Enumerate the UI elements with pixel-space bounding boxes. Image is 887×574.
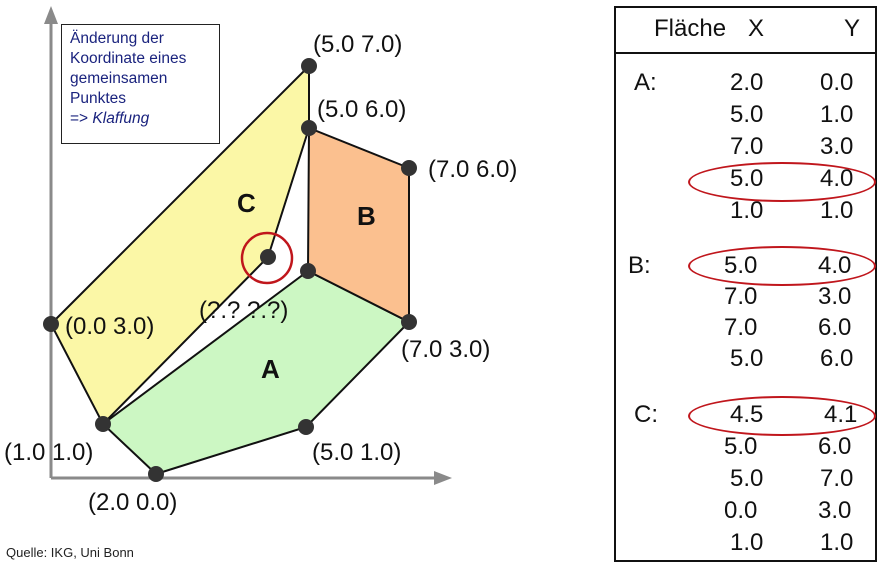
face-label-a: A [261,354,280,384]
highlight-ring-a [688,162,876,202]
vertex-7-6 [401,160,417,176]
gap-highlight-circle [240,231,294,285]
table-cell-y: 1.0 [820,529,854,556]
coord-label-5-7: (5.0 7.0) [313,31,402,58]
table-cell-x: 5.0 [724,433,758,460]
table-cell-y: 3.0 [820,133,854,160]
header-y: Y [844,15,861,42]
coord-label-5-6: (5.0 6.0) [317,96,406,123]
header-x: X [748,15,765,42]
vertex-0-3 [43,316,59,332]
table-cell-x: 7.0 [730,133,764,160]
face-label-b: B [357,201,376,231]
table-cell-y: 1.0 [820,101,854,128]
info-line: Punktes [70,90,127,107]
coordinate-table: Fläche X Y A: 2.0 0.0 5.0 1.0 7.0 3.0 5.… [614,6,877,562]
coord-label-0-3: (0.0 3.0) [65,313,154,340]
group-label-b: B: [628,252,651,279]
vertex-5-6 [301,120,317,136]
table-cell-y: 6.0 [818,433,852,460]
info-emphasis: Klaffung [92,110,150,127]
source-credit: Quelle: IKG, Uni Bonn [6,545,134,560]
highlight-ring-b [688,246,876,286]
table-cell-x: 1.0 [730,197,764,224]
table-cell-x: 5.0 [730,465,764,492]
coord-label-7-3: (7.0 3.0) [401,336,490,363]
table-cell-y: 0.0 [820,69,854,96]
table-cell-x: 1.0 [730,529,764,556]
coord-label-5-1: (5.0 1.0) [312,439,401,466]
table-cell-y: 3.0 [818,283,852,310]
info-line: Koordinate eines [70,50,187,67]
vertex-5-7 [301,58,317,74]
info-line: => Klaffung [70,109,211,129]
table-cell-x: 0.0 [724,497,758,524]
vertex-1-1 [95,416,111,432]
face-c-polygon [49,63,310,426]
table-cell-y: 1.0 [820,197,854,224]
coord-label-1-1: (1.0 1.0) [4,439,93,466]
info-box: Änderung der Koordinate eines gemeinsame… [61,24,220,144]
table-cell-y: 7.0 [820,465,854,492]
info-arrow-text: => [70,110,93,127]
table-cell-x: 2.0 [730,69,764,96]
table-cell-x: 7.0 [724,283,758,310]
vertex-2-0 [148,466,164,482]
group-label-c: C: [634,401,658,428]
highlight-ring-c [688,396,876,436]
table-cell-y: 3.0 [818,497,852,524]
info-line: Änderung der [70,30,164,47]
coord-label-2-0: (2.0 0.0) [88,489,177,516]
vertex-4.5-4.1 [260,249,276,265]
vertices [43,58,417,482]
vertex-7-3 [401,314,417,330]
group-label-a: A: [634,69,657,96]
y-axis-arrow-icon [44,6,58,24]
x-axis-arrow-icon [434,471,452,485]
table-cell-y: 6.0 [820,345,854,372]
header-flaeche: Fläche [654,15,727,42]
face-label-c: C [237,188,256,218]
info-line: gemeinsamen [70,70,168,87]
coord-label-7-6: (7.0 6.0) [428,156,517,183]
table-cell-x: 5.0 [730,101,764,128]
table-cell-x: 7.0 [724,314,758,341]
vertex-5-1 [298,419,314,435]
table-header: Fläche X Y [616,8,875,54]
axes [44,6,452,485]
table-cell-y: 6.0 [818,314,852,341]
table-cell-x: 5.0 [730,345,764,372]
coord-label-unknown: (?.? ?.?) [199,297,288,324]
polygon-diagram: C B A (5.0 7.0) (5.0 6.0) (7.0 6.0) (0.0… [4,6,517,516]
vertex-5-4 [300,263,316,279]
